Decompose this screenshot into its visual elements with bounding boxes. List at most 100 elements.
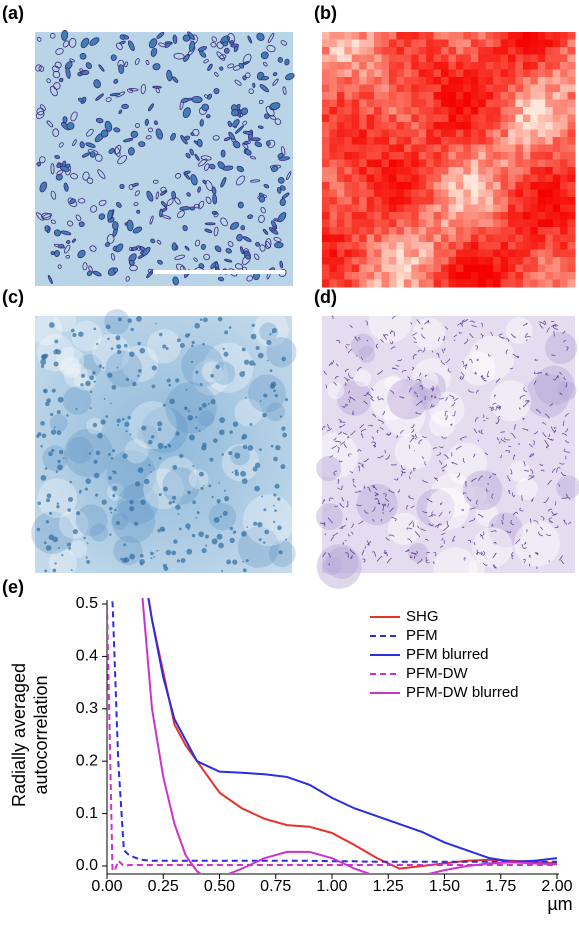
wall (451, 402, 456, 407)
dot (207, 402, 210, 405)
blob (190, 174, 198, 186)
pixel (545, 197, 554, 205)
pixel (463, 242, 472, 250)
pixel (448, 99, 457, 108)
blob (208, 163, 216, 170)
wall (438, 336, 441, 342)
blob (214, 71, 219, 77)
blob (277, 57, 283, 63)
wall (418, 439, 423, 445)
wall (434, 523, 441, 528)
pixel (478, 249, 487, 258)
dot (43, 541, 47, 545)
pixel (515, 242, 524, 250)
blob (241, 254, 251, 265)
blob (47, 274, 53, 284)
pixel (493, 174, 502, 183)
wall (547, 479, 552, 486)
wall (414, 433, 418, 439)
pixel (322, 114, 330, 123)
pixel (426, 84, 435, 93)
wall (473, 428, 478, 434)
haze (201, 361, 223, 383)
series-line (141, 598, 558, 873)
pixel (537, 54, 546, 63)
pixel (396, 264, 405, 273)
pixel (515, 144, 524, 153)
pixel (500, 152, 509, 160)
pixel (530, 174, 539, 183)
pixel (530, 242, 539, 250)
blob (149, 215, 154, 225)
pixel (560, 107, 569, 115)
blob (52, 128, 60, 137)
pixel (426, 167, 435, 175)
wall (486, 488, 489, 492)
pixel (455, 159, 464, 168)
pixel (426, 249, 435, 258)
dot (41, 433, 47, 439)
pixel (366, 137, 375, 145)
dot (110, 347, 114, 350)
pixel (433, 249, 442, 258)
blob (125, 276, 130, 282)
dot (62, 457, 65, 460)
blob (160, 201, 168, 208)
pixel (455, 249, 464, 258)
pixel (396, 219, 405, 228)
wall (484, 452, 489, 456)
blob (190, 132, 195, 136)
blob (150, 238, 156, 244)
dot (185, 388, 188, 391)
pixel (500, 242, 509, 250)
pixel (485, 39, 494, 48)
pixel (359, 144, 368, 153)
blob (82, 171, 90, 181)
pixel (418, 204, 427, 213)
pixel (359, 114, 368, 123)
pixel (508, 264, 516, 273)
pixel (441, 84, 449, 93)
blob (135, 245, 142, 251)
wall (335, 440, 341, 444)
pixel (381, 47, 390, 55)
dot (103, 397, 106, 400)
blob (247, 214, 254, 219)
wall (523, 400, 529, 408)
wall (480, 375, 484, 378)
pixel (344, 107, 353, 115)
blob (113, 267, 119, 273)
pixel (374, 62, 383, 70)
pixel (344, 114, 353, 123)
wall (374, 491, 379, 495)
dot (111, 470, 114, 473)
pixel (522, 137, 531, 145)
pixel (478, 189, 487, 198)
pixel (403, 264, 412, 273)
dot (212, 438, 218, 443)
pixel (329, 257, 338, 265)
blob (71, 238, 77, 243)
blob (258, 195, 266, 203)
pixel (448, 39, 457, 48)
wall (406, 527, 413, 531)
pixel (403, 77, 412, 85)
blob (53, 82, 61, 90)
wall (323, 370, 327, 375)
pixel (455, 107, 464, 115)
pixel (470, 174, 479, 183)
blob (184, 135, 191, 141)
dot (37, 432, 42, 437)
dot (198, 531, 204, 537)
pixel (336, 99, 345, 108)
wall (519, 507, 524, 512)
pixel (344, 182, 353, 190)
pixel (344, 257, 353, 265)
blob (161, 214, 172, 220)
wall (528, 555, 532, 559)
pixel (560, 84, 569, 93)
blob (263, 61, 268, 67)
pixel (403, 32, 412, 40)
pixel (322, 92, 330, 100)
pixel (403, 174, 412, 183)
